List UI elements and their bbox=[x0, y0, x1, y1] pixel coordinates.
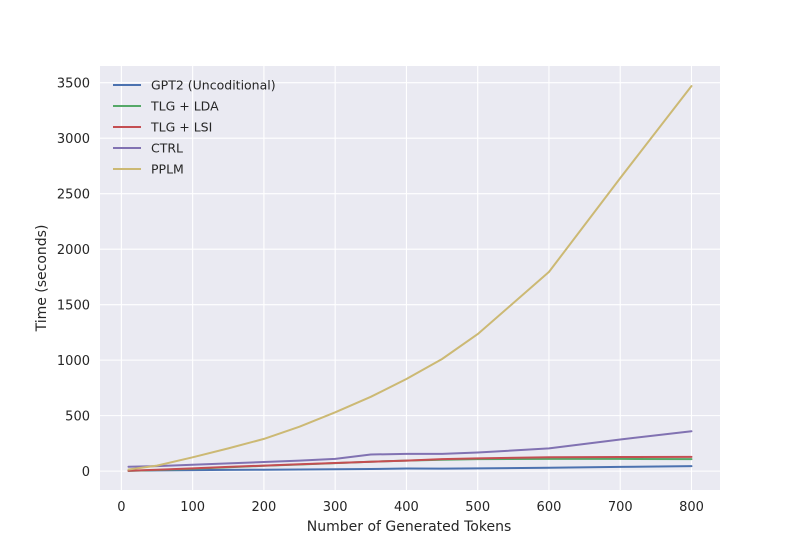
y-axis-label: Time (seconds) bbox=[34, 225, 50, 333]
x-tick-label: 500 bbox=[465, 500, 490, 515]
y-tick-label: 1000 bbox=[57, 354, 90, 369]
y-tick-label: 3000 bbox=[57, 132, 90, 147]
legend-label: TLG + LSI bbox=[150, 120, 212, 135]
legend-label: TLG + LDA bbox=[150, 99, 219, 114]
series-lines bbox=[127, 85, 693, 472]
legend-label: GPT2 (Uncoditional) bbox=[151, 78, 276, 93]
legend-label: PPLM bbox=[151, 162, 184, 177]
y-tick-label: 1500 bbox=[57, 299, 90, 314]
x-axis-label: Number of Generated Tokens bbox=[307, 519, 511, 535]
x-tick-label: 400 bbox=[394, 500, 419, 515]
series-line-tlg-lsi bbox=[127, 455, 693, 472]
x-tick-label: 800 bbox=[679, 500, 704, 515]
x-tick-label: 100 bbox=[180, 500, 205, 515]
x-tick-label: 200 bbox=[251, 500, 276, 515]
x-tick-label: 700 bbox=[608, 500, 633, 515]
series-line-ctrl bbox=[127, 430, 693, 468]
y-tick-labels: 0 500 1000 1500 2000 2500 3000 3500 bbox=[57, 77, 90, 480]
y-tick-label: 500 bbox=[65, 410, 90, 425]
x-tick-labels: 0 100 200 300 400 500 600 700 800 bbox=[117, 500, 704, 515]
x-tick-label: 0 bbox=[117, 500, 125, 515]
y-tick-label: 2500 bbox=[57, 188, 90, 203]
series-line-gpt2-uncoditional bbox=[127, 465, 693, 472]
grid-lines bbox=[100, 66, 720, 490]
legend-label: CTRL bbox=[151, 141, 183, 156]
legend: GPT2 (Uncoditional) TLG + LDA TLG + LSI CTR… bbox=[113, 78, 276, 177]
x-tick-label: 600 bbox=[537, 500, 562, 515]
y-tick-label: 2000 bbox=[57, 243, 90, 258]
y-tick-label: 3500 bbox=[57, 77, 90, 92]
plot-background bbox=[100, 66, 720, 490]
y-tick-label: 0 bbox=[82, 465, 90, 480]
x-tick-label: 300 bbox=[323, 500, 348, 515]
series-line-pplm bbox=[127, 85, 693, 471]
